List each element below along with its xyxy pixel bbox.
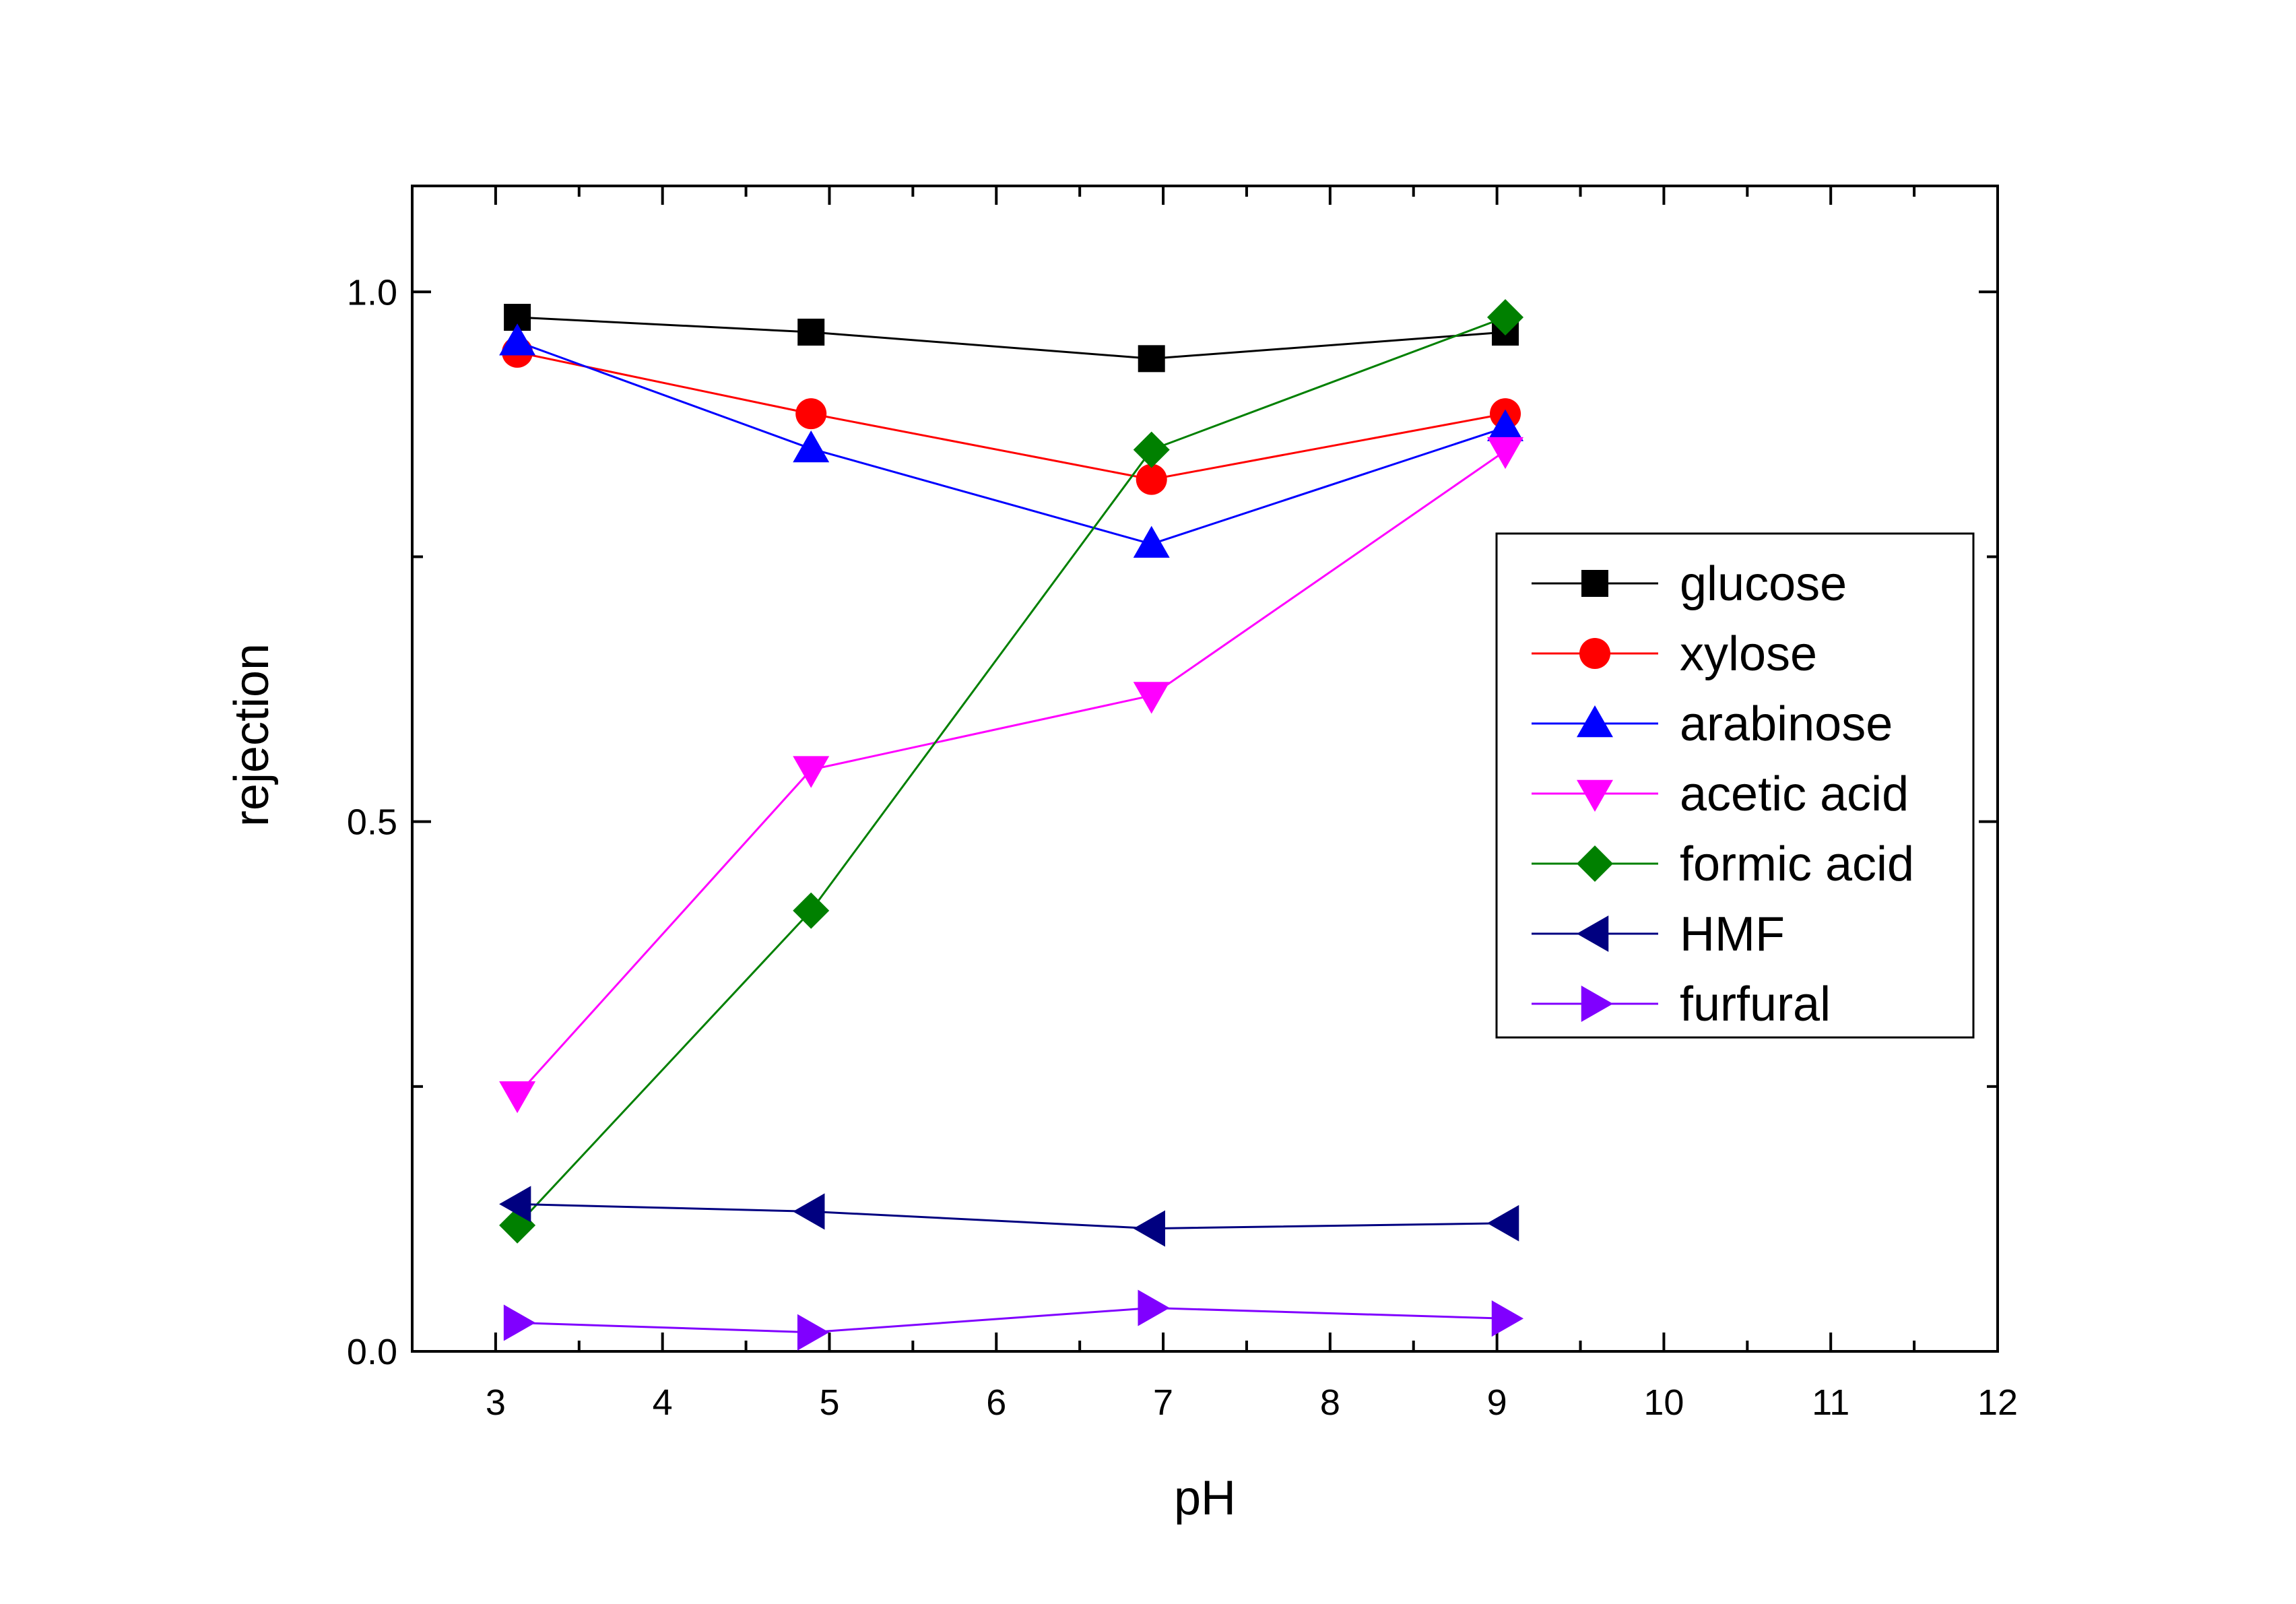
legend-item: glucose (1532, 557, 1847, 611)
legend-marker (1577, 779, 1613, 812)
legend-marker (1577, 845, 1613, 882)
series-xylose (502, 336, 1521, 495)
series-line (517, 316, 1506, 360)
data-point (793, 892, 830, 929)
x-tick-label: 6 (986, 1382, 1006, 1423)
series-glucose (504, 304, 1519, 373)
x-tick-label: 10 (1643, 1382, 1684, 1423)
data-point (1133, 525, 1170, 558)
series-line (517, 316, 1506, 1226)
data-point (499, 1186, 531, 1223)
data-point (1133, 1210, 1165, 1247)
axis-ticks: 3 4 5 6 7 8 9 10 11 12 0.0 0.5 1.0 (347, 186, 2018, 1423)
legend-item: formic acid (1532, 837, 1914, 891)
legend-item: arabinose (1532, 697, 1893, 751)
series-group (499, 299, 1524, 1351)
x-tick-label: 4 (653, 1382, 673, 1423)
series-arabinose (499, 323, 1524, 558)
data-point (797, 319, 825, 346)
series-line (517, 340, 1506, 546)
legend-label: HMF (1680, 907, 1785, 961)
data-point (1487, 409, 1524, 441)
data-point (797, 1314, 830, 1351)
series-acetic-acid (499, 437, 1524, 1114)
legend-item: HMF (1532, 907, 1785, 961)
legend-marker (1581, 986, 1613, 1022)
legend-label: xylose (1680, 627, 1817, 681)
x-tick-label: 12 (1977, 1382, 2018, 1423)
data-point (499, 1081, 536, 1114)
legend-item: furfural (1532, 977, 1831, 1031)
x-tick-label: 3 (486, 1382, 506, 1423)
data-point (793, 1193, 825, 1230)
x-tick-label: 5 (819, 1382, 839, 1423)
x-axis-title: pH (1174, 1471, 1236, 1525)
x-tick-label: 9 (1487, 1382, 1507, 1423)
y-axis-title: rejection (225, 643, 279, 827)
legend-marker (1577, 916, 1609, 952)
series-line (517, 351, 1506, 481)
legend-label: furfural (1680, 977, 1831, 1031)
legend-marker (1581, 570, 1608, 597)
data-point (1138, 345, 1165, 373)
data-point (795, 398, 827, 430)
series-furfural (503, 1289, 1524, 1351)
y-tick-label: 1.0 (347, 272, 397, 313)
data-point (1133, 431, 1170, 468)
data-point (1138, 1289, 1170, 1326)
plot-frame-group (411, 185, 1999, 1353)
x-tick-label: 8 (1320, 1382, 1340, 1423)
x-tick-label: 11 (1812, 1382, 1849, 1423)
series-formic-acid (499, 299, 1524, 1244)
legend-label: acetic acid (1680, 767, 1909, 821)
data-point (1136, 463, 1167, 495)
data-point (1491, 1300, 1524, 1337)
data-point (499, 323, 536, 356)
data-point (793, 430, 830, 463)
data-point (1487, 437, 1524, 470)
data-point (503, 1304, 536, 1341)
legend-item: acetic acid (1532, 767, 1909, 821)
legend-marker (1579, 638, 1610, 669)
legend-label: arabinose (1680, 697, 1893, 751)
series-hmf (499, 1186, 1519, 1247)
series-line (516, 449, 1506, 1096)
legend-box (1495, 532, 1975, 1039)
data-point (1133, 682, 1170, 714)
legend-label: formic acid (1680, 837, 1914, 891)
y-tick-label: 0.5 (347, 802, 397, 843)
x-tick-label: 7 (1153, 1382, 1173, 1423)
legend-item: xylose (1532, 627, 1817, 681)
series-line (517, 1202, 1506, 1230)
legend-marker (1577, 705, 1613, 738)
y-tick-label: 0.0 (347, 1332, 397, 1372)
plot-frame (411, 185, 1999, 1353)
data-point (1487, 1205, 1519, 1242)
series-line (517, 1307, 1506, 1334)
data-point (793, 756, 830, 788)
legend: glucose xylose arabinose acetic acid formic … (1495, 532, 1975, 1039)
data-point (1487, 299, 1524, 336)
legend-label: glucose (1680, 557, 1847, 611)
